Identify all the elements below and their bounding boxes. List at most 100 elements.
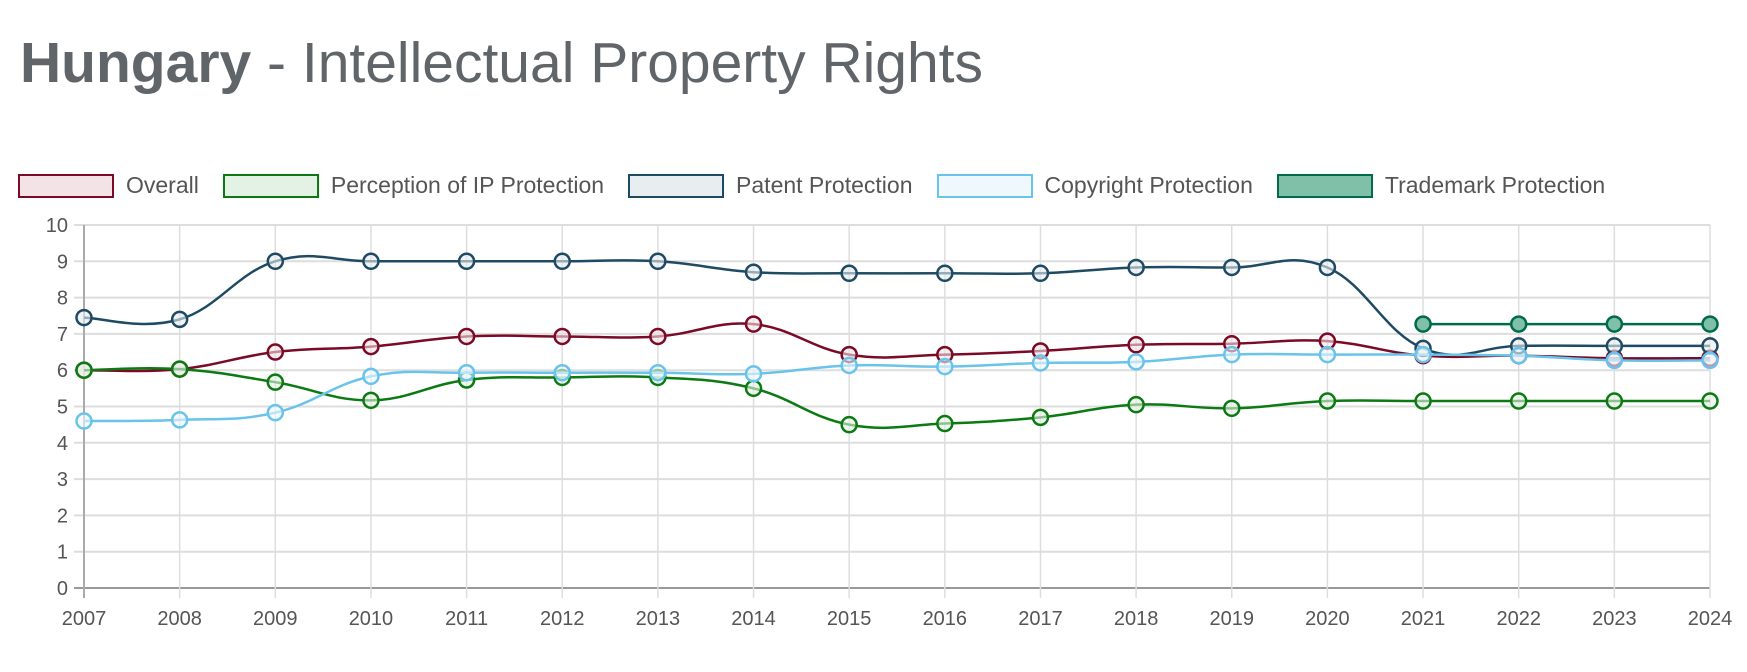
legend-swatch [222,173,319,198]
data-point [457,327,476,346]
x-tick-label: 2018 [1114,608,1159,630]
x-tick-label: 2024 [1688,608,1733,630]
legend-item[interactable]: Perception of IP Protection [222,172,605,199]
legend-item[interactable]: Overall [18,172,199,199]
x-tick-label: 2011 [445,608,488,630]
legend-item[interactable]: Copyright Protection [936,172,1253,199]
data-point [457,363,476,382]
data-point [1605,392,1624,410]
data-point [553,327,571,346]
x-tick-label: 2013 [636,608,681,630]
x-tick-label: 2007 [62,608,107,630]
y-tick-label: 7 [57,324,68,346]
legend-label: Trademark Protection [1384,172,1606,198]
series-line [83,366,1710,430]
legend-label: Perception of IP Protection [330,172,605,198]
data-point [936,264,954,283]
y-tick-label: 0 [57,578,68,600]
data-point [1223,258,1241,277]
x-tick-label: 2009 [253,608,298,630]
x-tick-label: 2008 [157,608,202,630]
data-point [553,252,571,271]
data-point [1223,399,1241,418]
y-tick-label: 1 [57,542,68,564]
data-point [744,315,763,333]
data-point [553,363,571,382]
data-point [1701,337,1719,355]
y-tick-label: 5 [57,397,68,419]
data-point [744,263,763,281]
data-point [649,327,667,346]
data-point [362,391,380,410]
data-point [1318,258,1337,277]
series-line [83,352,1711,423]
data-point [75,361,93,379]
data-point [1701,315,1719,333]
legend-label: Overall [126,172,199,198]
legend-label: Copyright Protection [1044,172,1253,198]
legend-swatch [628,173,725,198]
x-tick-label: 2023 [1592,608,1637,630]
data-point [1414,345,1432,364]
title-country: Hungary [20,31,252,95]
data-point [362,367,380,386]
legend-label: Patent Protection [736,172,913,198]
data-point [1605,315,1624,333]
data-point [840,415,858,434]
data-point [936,357,954,376]
title-subject: - Intellectual Property Rights [251,31,984,95]
data-point [266,343,285,361]
data-point [1701,351,1719,370]
data-point [1127,336,1145,354]
x-tick-label: 2019 [1210,608,1255,630]
data-point [1127,258,1145,277]
page-title: Hungary - Intellectual Property Rights [20,30,983,96]
data-point [1031,354,1050,372]
data-point [1318,345,1337,364]
x-tick-label: 2016 [923,608,968,630]
x-tick-label: 2012 [540,608,585,630]
x-tick-label: 2010 [349,608,394,630]
data-point [744,365,763,383]
data-point [457,252,476,271]
data-point [1031,264,1050,283]
legend-swatch [1276,173,1373,198]
x-tick-label: 2017 [1018,608,1063,630]
chart-legend: Overall Perception of IP Protection Patent… [18,172,1605,199]
data-point [1605,337,1624,355]
y-tick-label: 8 [57,288,68,310]
data-point [1605,351,1624,370]
x-tick-label: 2022 [1496,608,1541,630]
x-tick-label: 2015 [827,608,872,630]
data-point [1031,408,1050,427]
data-point [170,411,189,429]
data-point [1414,392,1432,410]
data-point [75,308,93,327]
data-point [170,310,189,329]
data-point [840,264,858,283]
legend-swatch [18,173,114,198]
data-point [840,356,858,375]
data-point [1127,395,1145,414]
legend-item[interactable]: Patent Protection [628,172,913,199]
x-tick-label: 2021 [1401,608,1446,630]
data-point [936,414,954,433]
data-point [362,252,380,271]
data-point [266,252,285,271]
y-tick-label: 10 [46,215,68,237]
data-point [1701,392,1719,410]
data-point [1509,392,1528,410]
y-tick-label: 3 [57,469,68,491]
data-point [1127,353,1145,371]
data-point [266,373,285,391]
series-line [83,254,1710,357]
x-tick-label: 2020 [1305,608,1350,630]
y-tick-label: 6 [57,360,68,382]
y-tick-label: 4 [57,433,68,455]
x-tick-label: 2014 [731,608,776,630]
data-point [170,360,189,378]
data-point [744,379,763,398]
legend-item[interactable]: Trademark Protection [1276,172,1606,199]
data-point [75,412,93,430]
